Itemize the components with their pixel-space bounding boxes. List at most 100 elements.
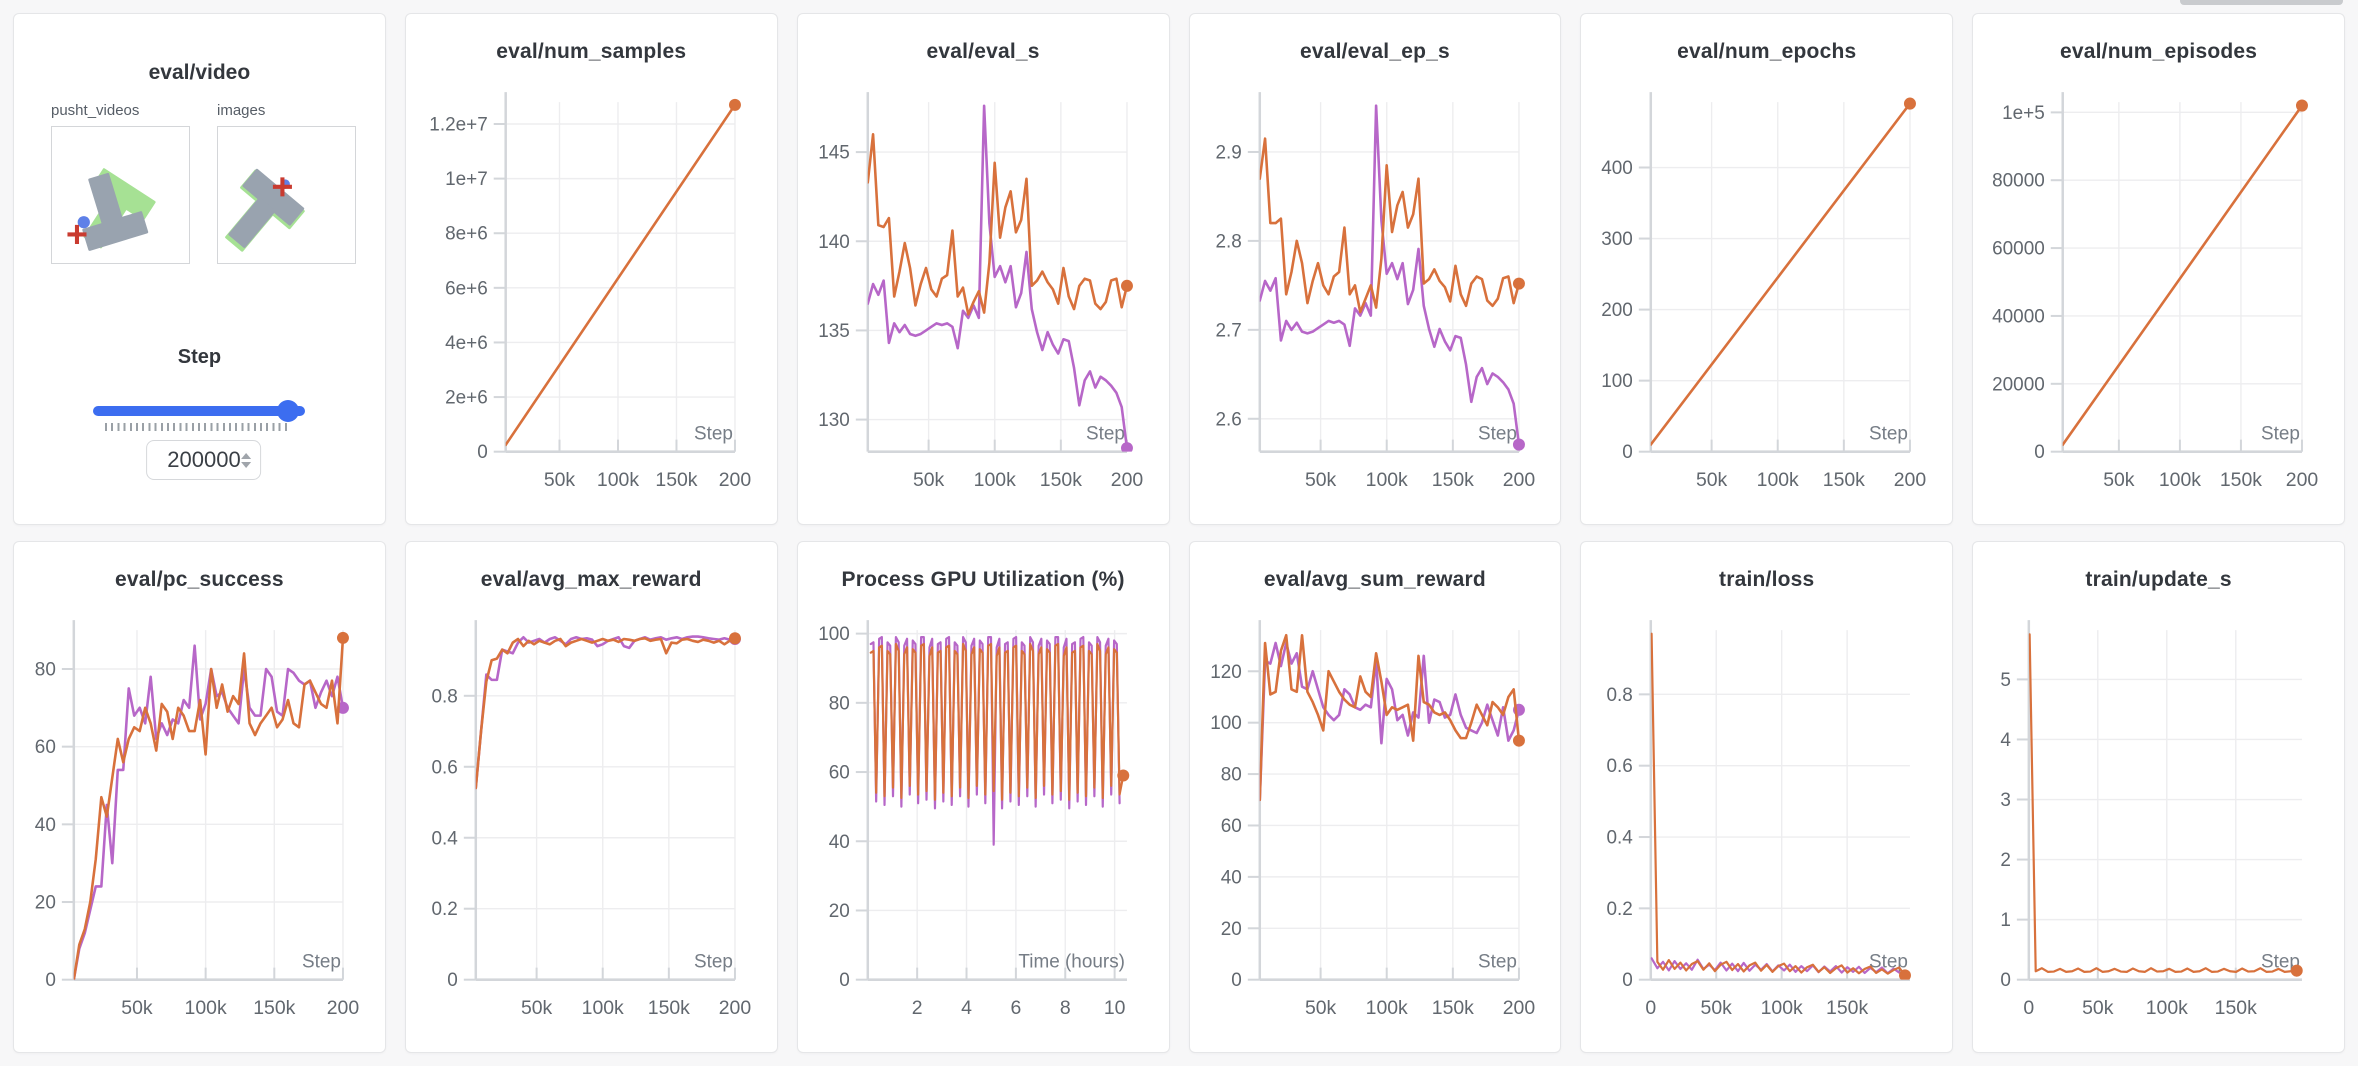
- svg-text:50k: 50k: [544, 469, 576, 491]
- svg-text:0: 0: [1623, 970, 1634, 991]
- spin-up-icon[interactable]: [241, 452, 252, 459]
- svg-text:20: 20: [35, 892, 56, 913]
- svg-text:2.7: 2.7: [1215, 320, 1241, 341]
- chart-canvas-eval-num-samples[interactable]: 0 2e+6 4e+6 6e+6 8e+6 1e+7 1.2e+7 50k 100k 150k 20…: [406, 66, 777, 524]
- chart-canvas-eval-avg-max-reward[interactable]: 0 0.2 0.4 0.6 0.8 50k 100k 150k 200 Step: [406, 594, 777, 1052]
- svg-text:150k: 150k: [1826, 997, 1868, 1019]
- chart-title: train/update_s: [2085, 568, 2232, 591]
- top-edge-scrollbar[interactable]: [2180, 0, 2343, 5]
- panel-eval-num-episodes: eval/num_episodes 0 20000 40000 60000 80000 1…: [1972, 13, 2345, 525]
- chart-canvas-train-update-s[interactable]: 0 1 2 3 4 5 0 50k 100k 150k Step: [1973, 594, 2344, 1052]
- svg-text:100: 100: [818, 624, 850, 645]
- svg-text:150k: 150k: [648, 997, 690, 1019]
- panel-eval-num-samples: eval/num_samples 0 2e+6 4e+6 6e+6 8e+6 1e+7 1.…: [404, 13, 778, 525]
- panel-eval-num-epochs: eval/num_epochs 0 100 200 300 400 50k 100k 150k…: [1580, 13, 1954, 525]
- chart-canvas-eval-pc-success[interactable]: 0 20 40 60 80 50k 100k 150k 200 Step: [14, 594, 385, 1052]
- svg-text:120: 120: [1210, 662, 1242, 683]
- svg-text:6: 6: [1010, 997, 1021, 1019]
- svg-text:150k: 150k: [1039, 469, 1081, 491]
- svg-text:Step: Step: [1086, 424, 1125, 445]
- step-value: 200000: [167, 447, 241, 472]
- svg-text:80: 80: [828, 693, 849, 714]
- svg-text:60: 60: [35, 737, 56, 758]
- media-key-label: pusht_videos: [51, 102, 140, 119]
- svg-text:60: 60: [828, 763, 849, 784]
- chart-canvas-eval-eval-s[interactable]: 130 135 140 145 50k 100k 150k 200 Step: [798, 66, 1169, 524]
- step-number-input[interactable]: 200000: [146, 440, 262, 480]
- chart-title: eval/num_episodes: [2060, 40, 2258, 63]
- svg-text:Time (hours): Time (hours): [1018, 952, 1125, 973]
- block-t-shape: [228, 168, 305, 248]
- chart-title: train/loss: [1719, 568, 1815, 591]
- svg-text:200: 200: [1602, 300, 1634, 321]
- svg-text:50k: 50k: [913, 469, 945, 491]
- step-slider-thumb[interactable]: [277, 400, 299, 422]
- svg-text:150k: 150k: [655, 469, 697, 491]
- target-cross-icon: [67, 224, 87, 244]
- svg-text:Step: Step: [1869, 424, 1908, 445]
- svg-text:Step: Step: [302, 952, 341, 973]
- svg-text:20: 20: [828, 901, 849, 922]
- chart-title: eval/pc_success: [115, 568, 284, 591]
- pusht-video-thumbnail[interactable]: [51, 126, 190, 264]
- svg-text:0: 0: [45, 970, 56, 991]
- svg-text:40: 40: [1220, 867, 1241, 888]
- chart-canvas-eval-avg-sum-reward[interactable]: 0 20 40 60 80 100 120 50k 100k 150k 200 Step: [1190, 594, 1561, 1052]
- svg-text:100k: 100k: [1757, 469, 1799, 491]
- svg-text:200: 200: [1502, 997, 1535, 1019]
- step-slider-label: Step: [177, 346, 222, 368]
- svg-text:100k: 100k: [1365, 997, 1407, 1019]
- chart-title: eval/eval_ep_s: [1299, 40, 1450, 63]
- svg-text:60000: 60000: [1992, 239, 2045, 260]
- svg-text:50k: 50k: [521, 997, 553, 1019]
- svg-text:1e+5: 1e+5: [2002, 103, 2045, 124]
- chart-canvas-train-loss[interactable]: 0 0.2 0.4 0.6 0.8 0 50k 100k 150k Step: [1581, 594, 1952, 1052]
- svg-text:2.6: 2.6: [1215, 409, 1241, 430]
- svg-text:150k: 150k: [253, 997, 295, 1019]
- svg-text:0: 0: [447, 970, 458, 991]
- svg-text:50k: 50k: [1696, 469, 1728, 491]
- panel-eval-avg-max-reward: eval/avg_max_reward 0 0.2 0.4 0.6 0.8 50k 100k…: [404, 541, 778, 1053]
- chart-canvas-eval-num-episodes[interactable]: 0 20000 40000 60000 80000 1e+5 50k 100k 150k 200 S…: [1973, 66, 2344, 524]
- svg-text:0.8: 0.8: [1607, 685, 1633, 706]
- svg-text:Step: Step: [694, 424, 733, 445]
- svg-text:4e+6: 4e+6: [445, 333, 488, 354]
- pusht-scene-icon: [67, 168, 156, 251]
- chart-title: Process GPU Utilization (%): [841, 568, 1125, 591]
- images-thumbnail[interactable]: [217, 126, 356, 264]
- svg-text:0.8: 0.8: [431, 686, 457, 707]
- chart-canvas-eval-eval-ep-s[interactable]: 2.6 2.7 2.8 2.9 50k 100k 150k 200 Step: [1190, 66, 1561, 524]
- step-slider-track[interactable]: [93, 406, 305, 416]
- panel-train-update-s: train/update_s 0 1 2 3 4 5 0 50k 100k 150k Step: [1972, 541, 2345, 1053]
- svg-text:8e+6: 8e+6: [445, 224, 488, 245]
- agent-dot-icon: [77, 216, 90, 229]
- svg-text:0: 0: [2034, 442, 2045, 463]
- svg-text:20000: 20000: [1992, 374, 2045, 395]
- svg-text:40: 40: [35, 815, 56, 836]
- svg-text:4: 4: [2000, 730, 2011, 751]
- svg-text:1.2e+7: 1.2e+7: [429, 114, 487, 135]
- chart-canvas-process-gpu-utilization[interactable]: 0 20 40 60 80 100 2 4 6 8 10 Time (hours): [798, 594, 1169, 1052]
- svg-text:200: 200: [719, 997, 752, 1019]
- spin-down-icon[interactable]: [241, 461, 252, 468]
- svg-text:80: 80: [35, 659, 56, 680]
- chart-title: eval/num_samples: [496, 40, 687, 63]
- svg-text:150k: 150k: [2215, 997, 2257, 1019]
- svg-text:130: 130: [818, 410, 850, 431]
- svg-text:140: 140: [818, 232, 850, 253]
- svg-text:200: 200: [719, 469, 752, 491]
- svg-text:50k: 50k: [2103, 469, 2135, 491]
- svg-text:150k: 150k: [2220, 469, 2262, 491]
- chart-canvas-eval-num-epochs[interactable]: 0 100 200 300 400 50k 100k 150k 200 Step: [1581, 66, 1952, 524]
- svg-text:200: 200: [1502, 469, 1535, 491]
- panel-train-loss: train/loss 0 0.2 0.4 0.6 0.8 0 50k 100k 150k Step: [1580, 541, 1954, 1053]
- panel-title: eval/video: [148, 61, 251, 84]
- svg-text:2: 2: [2000, 850, 2011, 871]
- svg-text:80: 80: [1220, 765, 1241, 786]
- svg-text:Step: Step: [1869, 952, 1908, 973]
- stepper-arrows[interactable]: [241, 441, 252, 479]
- svg-text:1: 1: [2000, 910, 2011, 931]
- svg-text:1e+7: 1e+7: [445, 169, 488, 190]
- svg-text:80000: 80000: [1992, 171, 2045, 192]
- svg-text:Step: Step: [1478, 952, 1517, 973]
